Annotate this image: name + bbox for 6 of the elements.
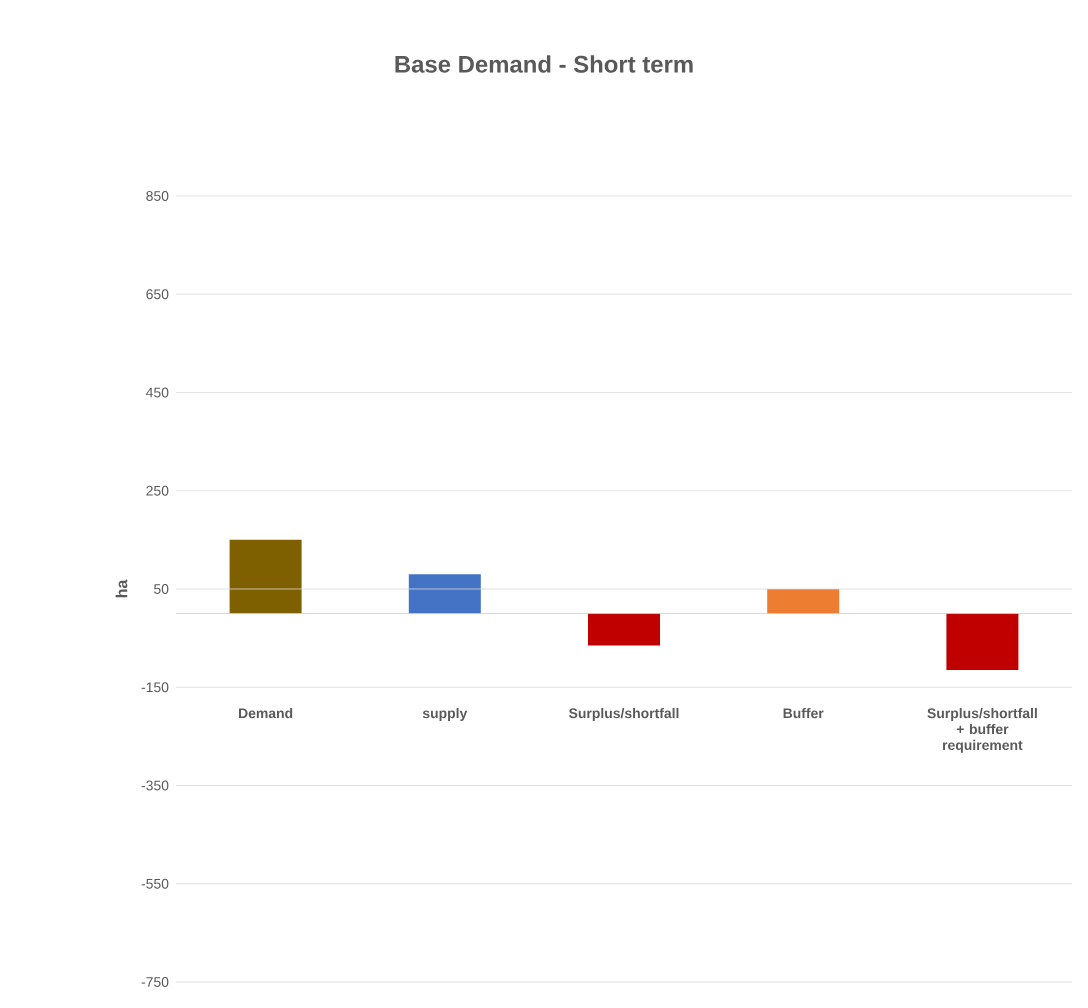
chart-title: Base Demand - Short term <box>395 55 693 73</box>
bar <box>229 539 302 614</box>
bar <box>408 574 481 614</box>
bar <box>946 613 1019 671</box>
bar <box>767 588 840 614</box>
bar <box>588 613 661 646</box>
